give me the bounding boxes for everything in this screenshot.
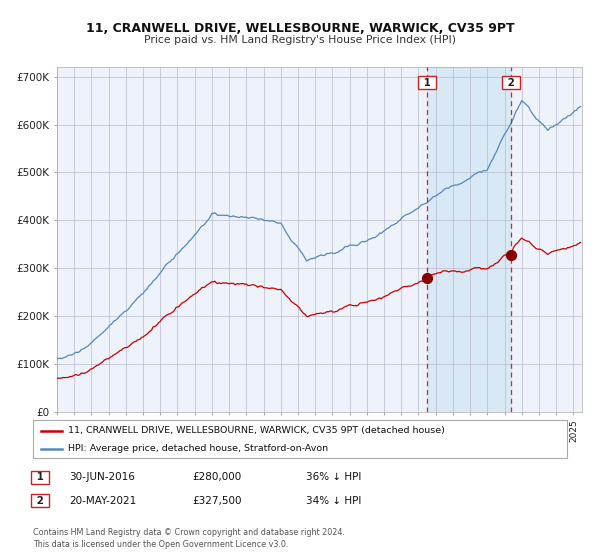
Point: [422, 273, 432, 282]
Text: Price paid vs. HM Land Registry's House Price Index (HPI): Price paid vs. HM Land Registry's House …: [144, 35, 456, 45]
Text: 1: 1: [33, 472, 47, 482]
Text: 36% ↓ HPI: 36% ↓ HPI: [306, 472, 361, 482]
Text: 34% ↓ HPI: 34% ↓ HPI: [306, 496, 361, 506]
Text: 1: 1: [420, 77, 434, 87]
Text: 20-MAY-2021: 20-MAY-2021: [69, 496, 136, 506]
Text: HPI: Average price, detached house, Stratford-on-Avon: HPI: Average price, detached house, Stra…: [68, 444, 328, 453]
Text: 30-JUN-2016: 30-JUN-2016: [69, 472, 135, 482]
Text: Contains HM Land Registry data © Crown copyright and database right 2024.: Contains HM Land Registry data © Crown c…: [33, 528, 345, 536]
Bar: [427, 67, 511, 412]
Point: [506, 250, 516, 259]
Text: 11, CRANWELL DRIVE, WELLESBOURNE, WARWICK, CV35 9PT (detached house): 11, CRANWELL DRIVE, WELLESBOURNE, WARWIC…: [68, 426, 445, 435]
Text: 11, CRANWELL DRIVE, WELLESBOURNE, WARWICK, CV35 9PT: 11, CRANWELL DRIVE, WELLESBOURNE, WARWIC…: [86, 22, 514, 35]
Text: £280,000: £280,000: [192, 472, 241, 482]
Text: 2: 2: [504, 77, 518, 87]
Text: This data is licensed under the Open Government Licence v3.0.: This data is licensed under the Open Gov…: [33, 540, 289, 549]
Text: 2: 2: [33, 496, 47, 506]
Text: £327,500: £327,500: [192, 496, 241, 506]
